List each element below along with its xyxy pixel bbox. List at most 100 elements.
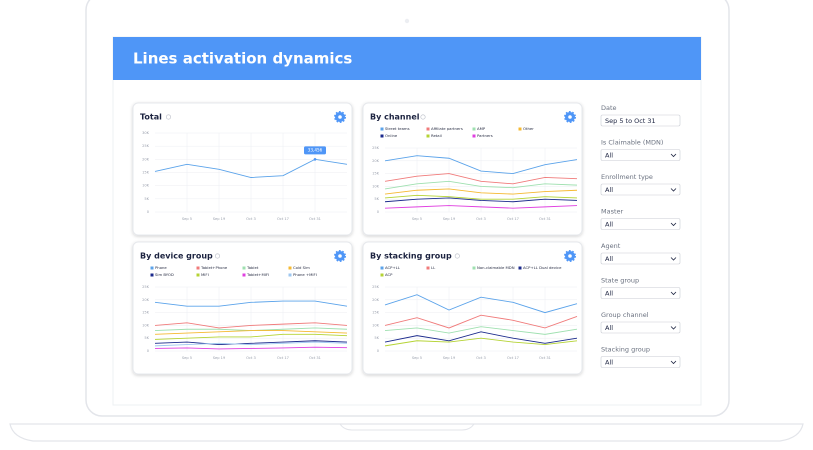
- series-line: [154, 346, 348, 350]
- legend-swatch: [426, 127, 430, 131]
- filter-value: All: [605, 220, 613, 228]
- series-line: [384, 326, 578, 335]
- legend-label: Phone: [155, 265, 167, 270]
- y-tick-label: 0: [377, 349, 380, 353]
- filter-input[interactable]: [600, 218, 681, 230]
- filter-input[interactable]: [600, 114, 681, 127]
- y-tick-label: 5K: [374, 336, 379, 340]
- filter-input[interactable]: [600, 183, 681, 196]
- legend-swatch: [472, 134, 476, 138]
- chart-panel: By device group Phone Tablet+Phone Tablet Co…: [132, 241, 353, 375]
- legend-label: Retail: [431, 133, 442, 138]
- legend-label: LL: [431, 265, 436, 270]
- y-tick-label: 25K: [142, 144, 150, 148]
- legend-swatch: [150, 266, 154, 270]
- legend-swatch: [380, 273, 384, 277]
- y-tick-label: 5K: [374, 197, 379, 201]
- tooltip-text: 33,456: [308, 147, 323, 152]
- filter-value: Sep 5 to Oct 31: [605, 117, 656, 125]
- series-line: [154, 340, 348, 346]
- dropdown-chevron: [670, 188, 677, 192]
- tooltip-point: [313, 158, 317, 161]
- series-line: [154, 322, 348, 329]
- filter-label: Date: [601, 104, 617, 112]
- x-tick-label: Oct 31: [309, 356, 321, 360]
- legend-swatch: [242, 273, 246, 277]
- series-line: [384, 180, 578, 190]
- tooltip-box: [304, 146, 326, 155]
- legend-swatch: [380, 127, 384, 131]
- dropdown-chevron: [670, 153, 677, 158]
- legend-label: Other: [523, 126, 534, 131]
- y-tick-label: 0: [377, 210, 380, 214]
- y-tick-label: 10K: [142, 323, 150, 327]
- filter-input[interactable]: [600, 321, 681, 334]
- filter-input[interactable]: [600, 252, 681, 265]
- legend-swatch: [196, 273, 200, 277]
- legend-swatch: [380, 134, 384, 138]
- legend-label: Tablet+MIFI: [246, 272, 269, 277]
- chart-panel: By stacking group ACP+LL LL Non-claimable M…: [362, 241, 583, 375]
- x-tick-label: Sep 5: [182, 356, 192, 360]
- legend-label: Tablet: [246, 265, 259, 270]
- filter-value: All: [605, 324, 613, 332]
- legend-label: Sim BYOD: [155, 272, 174, 277]
- filter-input[interactable]: [600, 356, 681, 368]
- legend-swatch: [196, 266, 200, 270]
- series-line: [384, 194, 578, 200]
- legend-label: ACP+LL: [385, 265, 401, 270]
- series-line: [384, 294, 578, 314]
- panel-card: [362, 241, 583, 375]
- legend-swatch: [426, 134, 430, 138]
- y-tick-label: 10K: [372, 184, 380, 188]
- y-tick-label: 5K: [144, 336, 149, 340]
- legend-swatch: [472, 127, 476, 131]
- series-line: [154, 341, 348, 347]
- series-line: [154, 330, 348, 335]
- legend-swatch: [518, 127, 522, 131]
- y-tick-label: 20K: [142, 298, 150, 302]
- panel-card: [132, 102, 353, 236]
- dropdown-chevron: [670, 257, 677, 261]
- x-tick-label: Sep 19: [443, 217, 456, 221]
- page-title: Lines activation dynamics: [133, 50, 352, 68]
- info-icon: [420, 114, 426, 120]
- filter-input[interactable]: [600, 149, 681, 161]
- filter-input[interactable]: [600, 287, 681, 299]
- filters: Date Sep 5 to Oct 31 Is Claimable (MDN) All…: [600, 104, 681, 368]
- filter-value: All: [605, 358, 613, 366]
- filter-value: All: [605, 186, 613, 194]
- filter-label: Stacking group: [601, 346, 650, 354]
- filter-label: Group channel: [601, 311, 649, 319]
- laptop-notch: [339, 423, 475, 431]
- legend-swatch: [288, 266, 292, 270]
- filter-value: All: [605, 289, 613, 297]
- legend-swatch: [242, 266, 246, 270]
- gear-hole: [568, 115, 572, 119]
- series-line: [384, 337, 578, 347]
- y-tick-label: 30K: [142, 131, 150, 135]
- legend-swatch: [518, 266, 522, 270]
- y-tick-label: 0: [147, 210, 150, 214]
- y-tick-label: 25K: [142, 285, 150, 289]
- x-tick-label: Sep 19: [443, 356, 456, 360]
- legend-swatch: [472, 266, 476, 270]
- y-tick-label: 20K: [372, 159, 380, 163]
- legend-label: Non-claimable MDN: [477, 265, 515, 270]
- laptop-base: [9, 423, 804, 442]
- y-tick-label: 15K: [142, 171, 150, 175]
- x-tick-label: Oct 31: [539, 217, 551, 221]
- legend-label: Cold Sim: [293, 265, 310, 270]
- series-line: [384, 205, 578, 209]
- dropdown-chevron: [670, 291, 677, 296]
- filter-label: Master: [601, 208, 624, 216]
- x-tick-label: Oct 17: [277, 356, 289, 360]
- legend-label: ACP: [385, 272, 393, 277]
- series-line: [154, 333, 348, 340]
- gear-hole: [568, 254, 572, 258]
- info-icon: [454, 253, 460, 259]
- y-tick-label: 10K: [372, 323, 380, 327]
- series-line: [154, 300, 348, 307]
- x-tick-label: Oct 3: [246, 356, 256, 360]
